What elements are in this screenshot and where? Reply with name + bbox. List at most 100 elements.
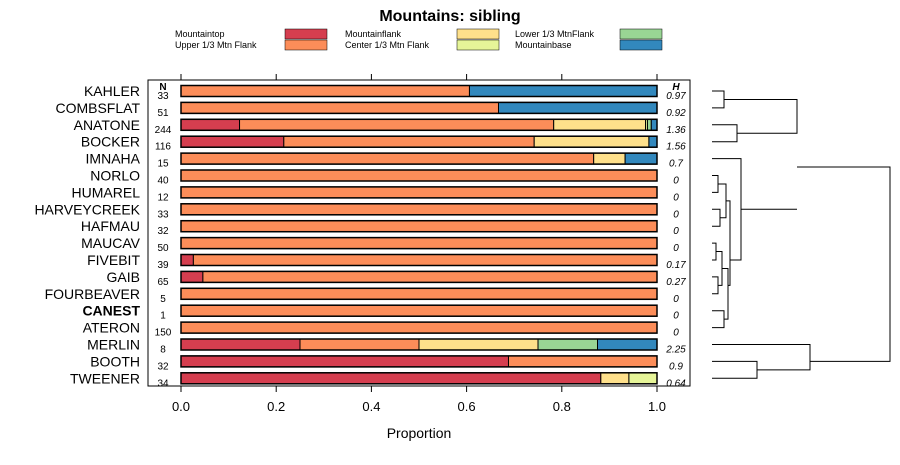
category-label: CANEST (82, 303, 140, 319)
n-value: 33 (157, 209, 169, 220)
bar-outline (180, 253, 658, 267)
bar-outline (180, 152, 658, 165)
bar-outline (180, 101, 658, 115)
dendrogram-branch (712, 242, 717, 261)
dendrogram-branch (722, 267, 729, 320)
h-value: 0 (673, 294, 679, 305)
dendrogram-branch (712, 360, 758, 379)
category-label: FOURBEAVER (45, 286, 140, 302)
bar-segment (180, 85, 470, 97)
chart-title: Mountains: sibling (379, 8, 520, 25)
n-value: 50 (157, 243, 169, 254)
legend-swatch (619, 39, 663, 51)
h-value: 0 (673, 209, 679, 220)
bar-segment (180, 338, 301, 351)
bar-segment (239, 118, 555, 131)
n-value: 116 (155, 142, 171, 153)
n-value: 39 (157, 260, 169, 271)
x-tick-label: 0.6 (458, 399, 476, 414)
bar-segment (180, 152, 595, 165)
dendrogram-branch (724, 98, 798, 134)
dendrogram-branch (712, 276, 719, 295)
category-label: BOOTH (90, 353, 140, 369)
h-value: 1.56 (666, 142, 686, 153)
n-value: 5 (160, 294, 166, 305)
n-value: 244 (155, 125, 172, 136)
h-value: 0.92 (666, 108, 686, 119)
dendrogram-branch (712, 208, 721, 227)
bar-outline (180, 304, 658, 317)
category-label: HUMAREL (72, 184, 141, 200)
h-value: 0 (673, 176, 679, 187)
h-value: 0 (673, 311, 679, 322)
bar-segment (537, 338, 598, 351)
x-tick-label: 0.2 (267, 399, 285, 414)
bar-segment (600, 372, 630, 385)
bar-segment (180, 270, 204, 283)
legend-swatch (456, 39, 500, 51)
bar-segment (624, 152, 658, 165)
category-label: FIVEBIT (87, 252, 140, 268)
category-label: IMNAHA (86, 151, 141, 167)
bar-segment (180, 135, 285, 148)
n-value: 32 (157, 361, 169, 372)
h-values: 0.97 0.92 1.36 1.56 0.7 0 0 0 0 0 0.17 0.27 0 0 0 2.25 0… (665, 91, 686, 389)
bar-segment (418, 338, 539, 351)
n-value: 32 (157, 226, 169, 237)
dendrogram-branch (726, 200, 731, 286)
bar-segment (180, 287, 658, 300)
h-value: 0.27 (666, 277, 686, 288)
dendrogram-branch (712, 124, 738, 143)
dendrogram-branch (716, 251, 723, 286)
bar-segment (468, 85, 658, 97)
bar-segment (180, 220, 658, 233)
h-value: 2.25 (665, 345, 686, 356)
h-value: 0.97 (666, 91, 686, 102)
x-axis-label: Proportion (387, 425, 452, 441)
bar-outline (180, 287, 658, 301)
category-label: HAFMAU (81, 218, 140, 234)
legend-label: Mountaintop (175, 29, 225, 39)
bar-segment (180, 321, 658, 334)
n-value: 12 (157, 192, 169, 203)
x-tick-label: 0.0 (172, 399, 190, 414)
bar-segment (180, 169, 658, 182)
category-label: TWEENER (70, 370, 140, 386)
category-label: MAUCAV (81, 235, 141, 251)
bar-segment (180, 203, 658, 216)
dendrogram-branch (797, 166, 891, 362)
x-tick-label: 1.0 (648, 399, 666, 414)
bar-segment (497, 101, 658, 114)
n-value: 33 (157, 91, 169, 102)
bar-segment (299, 338, 420, 351)
bar-segment (192, 254, 658, 266)
n-value: 15 (157, 159, 169, 170)
bar-segment (180, 304, 658, 317)
category-label: MERLIN (87, 337, 140, 353)
bar-outline (180, 118, 658, 132)
bar-outline (180, 84, 658, 98)
bar-outline (180, 236, 658, 250)
plot-frame (147, 79, 691, 387)
n-value: 1 (160, 311, 166, 322)
category-label: COMBSFLAT (55, 100, 140, 116)
legend-label: Lower 1/3 MtnFlank (515, 29, 595, 39)
category-label: NORLO (90, 168, 140, 184)
legend-swatch (619, 28, 663, 40)
category-label: ANATONE (74, 117, 140, 133)
legend-swatch (284, 39, 328, 51)
bar-segment (648, 135, 658, 148)
bars (180, 84, 658, 385)
legend-label: Mountainbase (515, 40, 572, 50)
bar-segment (553, 118, 647, 131)
bar-segment (283, 135, 535, 148)
h-value: 0 (673, 192, 679, 203)
bar-segment (650, 118, 658, 131)
n-value: 51 (157, 108, 169, 119)
bar-segment (597, 338, 658, 351)
dendrogram-branch (712, 175, 719, 193)
bar-segment (180, 237, 658, 250)
